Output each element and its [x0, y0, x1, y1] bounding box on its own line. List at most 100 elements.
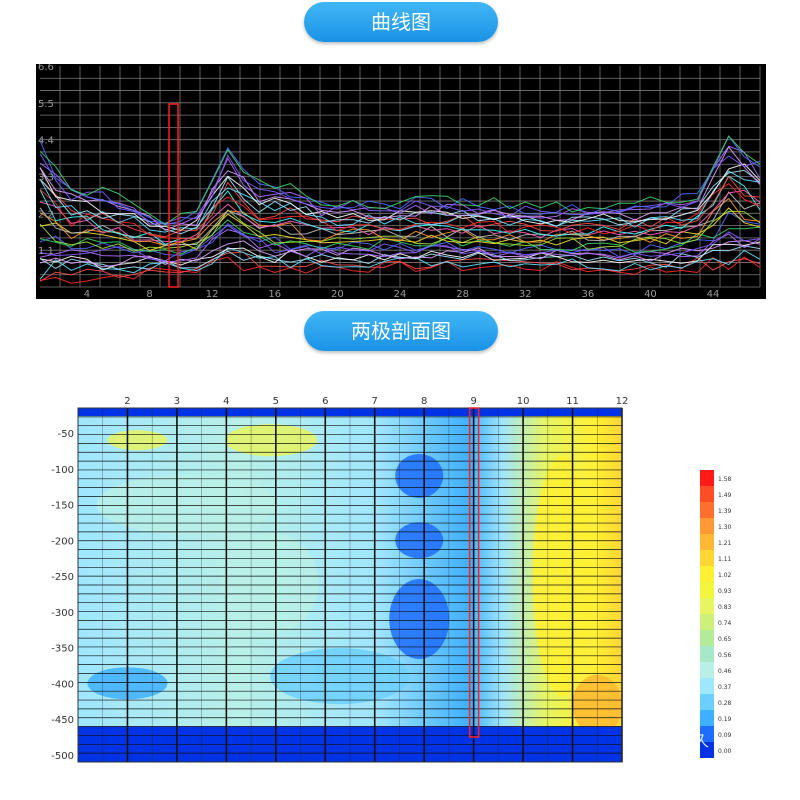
- curve-series-line: [39, 170, 761, 233]
- legend-swatch: [700, 646, 714, 662]
- legend-label: 0.09: [718, 732, 732, 739]
- x-tick-label: 12: [206, 289, 219, 299]
- x-tick-label: 24: [394, 289, 407, 299]
- legend-swatch: [700, 534, 714, 550]
- x-tick-label: 6: [322, 396, 328, 407]
- x-tick-label: 40: [644, 289, 657, 299]
- y-tick-label: 2.2: [38, 209, 54, 220]
- y-tick-label: -350: [51, 644, 74, 655]
- heatmap-region: [107, 430, 168, 451]
- curve-series-line: [39, 240, 761, 268]
- legend-label: 1.58: [718, 476, 732, 483]
- legend-swatch: [700, 742, 714, 758]
- legend-label: 0.65: [718, 636, 732, 643]
- x-tick-label: 11: [566, 396, 579, 407]
- curve-series-line: [39, 145, 761, 231]
- y-tick-label: 5.5: [38, 99, 54, 110]
- y-tick-label: -450: [51, 715, 74, 726]
- legend-label: 0.83: [718, 604, 732, 611]
- y-tick-label: -150: [51, 501, 74, 512]
- legend-label: 1.30: [718, 524, 732, 531]
- heatmap-frame: [77, 407, 623, 763]
- curve-chart-svg: 1.1 2.2 3.3 4.4 5.5 6.6 4 8 12 16 20 24 28 32 36 40 44: [36, 62, 766, 300]
- y-tick-label: -400: [51, 679, 74, 690]
- legend-swatch: [700, 630, 714, 646]
- heatmap-region: [96, 474, 277, 535]
- curve-series-line: [39, 229, 761, 263]
- legend-label: 0.93: [718, 588, 732, 595]
- legend-swatch: [700, 582, 714, 598]
- plot-background: [36, 64, 766, 299]
- curve-series-line: [39, 135, 761, 226]
- legend-swatch: [700, 550, 714, 566]
- watermark-text-small: 久: [692, 731, 709, 751]
- heatmap-region: [395, 453, 444, 498]
- heatmap-region: [270, 648, 411, 705]
- legend-label: 0.28: [718, 700, 732, 707]
- curve-chart-heading: 曲线图: [304, 2, 498, 42]
- curve-series-line: [39, 175, 761, 238]
- legend-label: 1.39: [718, 508, 732, 515]
- curve-series-line: [39, 224, 761, 262]
- legend-label: 1.02: [718, 572, 732, 579]
- legend-swatch: [700, 662, 714, 678]
- legend-label: 0.46: [718, 668, 732, 675]
- legend-label: 0.74: [718, 620, 732, 627]
- curve-chart: 1.1 2.2 3.3 4.4 5.5 6.6 4 8 12 16 20 24 28 32 36 40 44: [36, 62, 766, 300]
- legend-swatch: [700, 566, 714, 582]
- y-tick-label: -200: [51, 536, 74, 547]
- x-tick-label: 7: [372, 396, 378, 407]
- legend-swatch: [700, 678, 714, 694]
- legend-label: 1.11: [718, 556, 732, 563]
- curve-series-line: [39, 207, 761, 251]
- y-tick-label: -50: [58, 429, 74, 440]
- legend-swatch: [700, 726, 714, 742]
- curve-series-line: [39, 197, 761, 247]
- legend-label: 0.19: [718, 716, 732, 723]
- section-chart: 2 3 4 5 6 7 8 9 10 11 12 -50 -100 -150 -200 -250 -300 -35…: [36, 390, 766, 785]
- y-tick-label: 6.6: [38, 64, 54, 73]
- highlight-marker: [468, 407, 480, 738]
- section-chart-svg: 2 3 4 5 6 7 8 9 10 11 12 -50 -100 -150 -200 -250 -300 -35…: [36, 390, 766, 785]
- highlight-marker: [168, 103, 179, 288]
- y-tick-label: -300: [51, 608, 74, 619]
- legend-swatch: [700, 470, 714, 486]
- curve-series-line: [39, 191, 761, 247]
- x-tick-label: 8: [146, 289, 152, 299]
- legend-label: 0.56: [718, 652, 732, 659]
- y-tick-label: 1.1: [38, 246, 54, 257]
- watermark-text: 久满: [58, 42, 98, 66]
- x-tick-label: 44: [707, 289, 720, 299]
- x-tick-label: 5: [273, 396, 279, 407]
- legend-swatch: [700, 694, 714, 710]
- legend-label: 1.49: [718, 492, 732, 499]
- x-tick-label: 9: [470, 396, 476, 407]
- y-tick-label: 4.4: [38, 136, 54, 147]
- y-tick-label: -100: [51, 465, 74, 476]
- x-tick-label: 4: [84, 289, 90, 299]
- curve-series-line: [39, 145, 761, 225]
- x-tick-label: 32: [519, 289, 532, 299]
- section-chart-heading: 两极剖面图: [304, 311, 498, 351]
- x-tick-label: 2: [124, 396, 130, 407]
- legend-swatch: [700, 486, 714, 502]
- heatmap-region: [389, 578, 450, 659]
- x-tick-label: 20: [331, 289, 344, 299]
- heatmap-region: [224, 424, 317, 457]
- legend-label: 0.37: [718, 684, 732, 691]
- x-tick-label: 10: [517, 396, 530, 407]
- legend-label: 1.21: [718, 540, 732, 547]
- y-tick-label: -250: [51, 572, 74, 583]
- curve-series-line: [39, 219, 761, 255]
- x-tick-label: 3: [174, 396, 180, 407]
- legend-swatch: [700, 518, 714, 534]
- legend-swatch: [700, 598, 714, 614]
- x-tick-label: 12: [616, 396, 629, 407]
- y-tick-label: -500: [51, 751, 74, 762]
- x-tick-label: 8: [421, 396, 427, 407]
- heatmap-region: [395, 522, 444, 559]
- curve-series-line: [39, 175, 761, 245]
- x-tick-label: 4: [223, 396, 229, 407]
- legend-swatch: [700, 710, 714, 726]
- x-tick-label: 36: [581, 289, 594, 299]
